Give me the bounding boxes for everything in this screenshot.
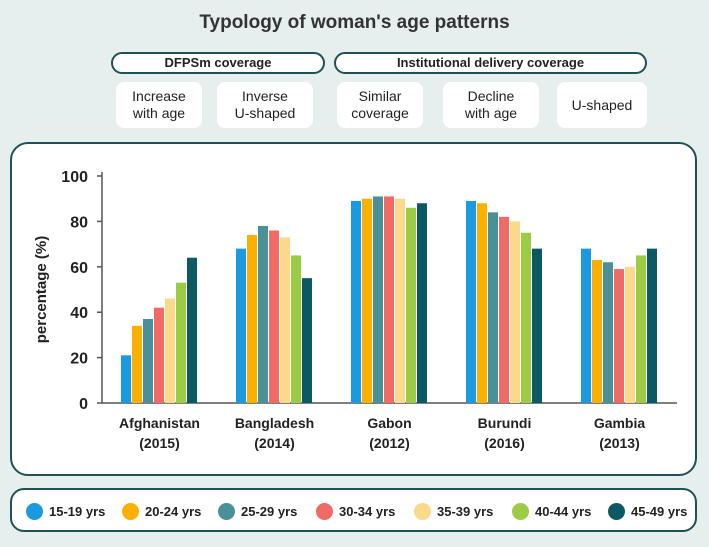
bar-afghanistan-20-24-yrs <box>132 325 142 403</box>
legend-swatch <box>608 502 625 520</box>
legend-item-30-34-yrs: 30-34 yrs <box>316 502 395 520</box>
type-decline-with-age: Decline with age <box>443 82 539 128</box>
chart-title: Typology of woman's age patterns <box>199 12 510 33</box>
legend-label: 30-34 yrs <box>339 503 396 519</box>
legend-swatch <box>26 502 43 520</box>
y-tick-label: 80 <box>70 214 88 231</box>
bar-bangladesh-15-19-yrs <box>236 248 246 403</box>
legend-label: 15-19 yrs <box>49 503 106 519</box>
y-tick-label: 20 <box>70 351 88 368</box>
legend-item-40-44-yrs: 40-44 yrs <box>512 502 591 520</box>
bar-gabon-30-34-yrs <box>384 196 394 403</box>
x-tick-label-year: (2015) <box>139 435 179 451</box>
bar-bangladesh-45-49-yrs <box>302 278 312 403</box>
bar-bangladesh-40-44-yrs <box>291 255 301 403</box>
bar-gambia-25-29-yrs <box>603 262 613 403</box>
bar-gambia-45-49-yrs <box>647 248 657 403</box>
legend-label: 25-29 yrs <box>241 503 298 519</box>
bar-gabon-45-49-yrs <box>417 203 427 403</box>
bar-gabon-20-24-yrs <box>362 198 372 403</box>
legend-swatch <box>316 502 333 520</box>
legend-label: 40-44 yrs <box>535 503 592 519</box>
bar-bangladesh-35-39-yrs <box>280 237 290 403</box>
type-inverse-u-shaped: Inverse U-shaped <box>217 82 313 128</box>
bar-gabon-35-39-yrs <box>395 198 405 403</box>
legend-swatch <box>218 502 235 520</box>
bar-gambia-15-19-yrs <box>581 248 591 403</box>
bar-afghanistan-15-19-yrs <box>121 355 131 403</box>
type-increase-with-age: Increase with age <box>116 82 202 128</box>
legend-swatch <box>122 502 139 520</box>
bar-gambia-35-39-yrs <box>625 266 635 403</box>
legend-label: 45-49 yrs <box>631 503 688 519</box>
x-tick-label-country: Afghanistan <box>119 415 200 431</box>
x-tick-label-country: Gabon <box>367 415 411 431</box>
x-tick-label-country: Burundi <box>478 415 532 431</box>
legend-item-15-19-yrs: 15-19 yrs <box>26 502 105 520</box>
bar-burundi-20-24-yrs <box>477 203 487 403</box>
bar-afghanistan-30-34-yrs <box>154 307 164 403</box>
y-tick-label: 100 <box>61 169 88 186</box>
legend-item-35-39-yrs: 35-39 yrs <box>414 502 493 520</box>
bar-bangladesh-20-24-yrs <box>247 235 257 403</box>
legend-swatch <box>512 502 529 520</box>
bar-burundi-40-44-yrs <box>521 232 531 403</box>
bar-burundi-35-39-yrs <box>510 221 520 403</box>
y-axis-label: percentage (%) <box>33 236 50 344</box>
bar-chart: 0 20 40 60 80 100 percentage (%) Afghanistan (20… <box>33 169 677 451</box>
bar-gambia-40-44-yrs <box>636 255 646 403</box>
group-institutional-delivery: Institutional delivery coverage <box>334 52 647 74</box>
bar-afghanistan-45-49-yrs <box>187 257 197 403</box>
legend-item-45-49-yrs: 45-49 yrs <box>608 502 687 520</box>
bar-afghanistan-40-44-yrs <box>176 282 186 403</box>
bar-burundi-15-19-yrs <box>466 200 476 403</box>
y-tick-label: 60 <box>70 260 88 277</box>
chart-panel: 0 20 40 60 80 100 percentage (%) Afghanistan (20… <box>10 142 697 476</box>
legend-item-25-29-yrs: 25-29 yrs <box>218 502 297 520</box>
legend-swatch <box>414 502 431 520</box>
x-tick-label-year: (2016) <box>484 435 524 451</box>
legend-label: 20-24 yrs <box>145 503 202 519</box>
x-tick-label-country: Gambia <box>594 415 646 431</box>
y-tick-label: 0 <box>79 396 88 413</box>
bar-gabon-15-19-yrs <box>351 200 361 403</box>
x-tick-label-year: (2013) <box>599 435 639 451</box>
legend-label: 35-39 yrs <box>437 503 494 519</box>
bar-bangladesh-25-29-yrs <box>258 225 268 403</box>
bar-afghanistan-25-29-yrs <box>143 319 153 403</box>
legend-item-20-24-yrs: 20-24 yrs <box>122 502 201 520</box>
bar-gabon-25-29-yrs <box>373 196 383 403</box>
bar-burundi-30-34-yrs <box>499 216 509 403</box>
bar-burundi-45-49-yrs <box>532 248 542 403</box>
bar-gambia-20-24-yrs <box>592 259 602 403</box>
bar-afghanistan-35-39-yrs <box>165 298 175 403</box>
x-tick-label-year: (2012) <box>369 435 409 451</box>
y-tick-label: 40 <box>70 305 88 322</box>
legend: 15-19 yrs 20-24 yrs 25-29 yrs 30-34 yrs 35-3… <box>10 488 697 532</box>
x-tick-label-year: (2014) <box>254 435 294 451</box>
x-tick-label-country: Bangladesh <box>235 415 314 431</box>
group-dfpsm-coverage: DFPSm coverage <box>111 52 325 74</box>
bar-burundi-25-29-yrs <box>488 212 498 403</box>
bar-bangladesh-30-34-yrs <box>269 230 279 403</box>
bar-gambia-30-34-yrs <box>614 269 624 403</box>
type-similar-coverage: Similar coverage <box>337 82 423 128</box>
bar-gabon-40-44-yrs <box>406 207 416 403</box>
type-u-shaped: U-shaped <box>557 82 647 128</box>
